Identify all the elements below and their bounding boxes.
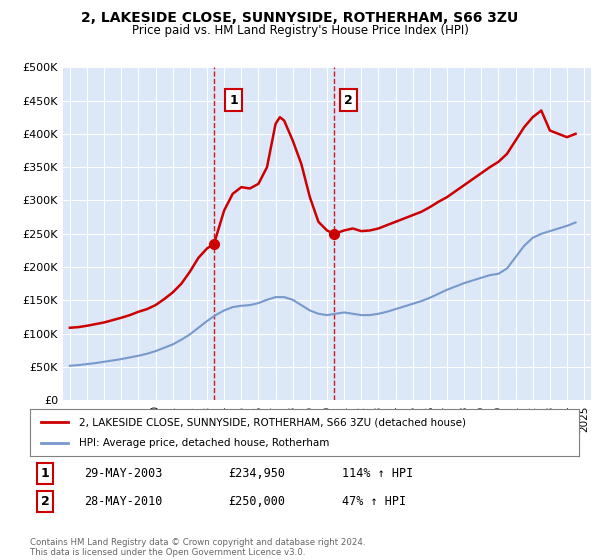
Text: HPI: Average price, detached house, Rotherham: HPI: Average price, detached house, Roth…	[79, 438, 330, 448]
Text: 47% ↑ HPI: 47% ↑ HPI	[342, 494, 406, 508]
Text: 1: 1	[41, 466, 49, 480]
Text: 2, LAKESIDE CLOSE, SUNNYSIDE, ROTHERHAM, S66 3ZU (detached house): 2, LAKESIDE CLOSE, SUNNYSIDE, ROTHERHAM,…	[79, 417, 466, 427]
Text: £250,000: £250,000	[228, 494, 285, 508]
Text: 2: 2	[41, 494, 49, 508]
Text: 114% ↑ HPI: 114% ↑ HPI	[342, 466, 413, 480]
Text: Price paid vs. HM Land Registry's House Price Index (HPI): Price paid vs. HM Land Registry's House …	[131, 24, 469, 36]
Text: 29-MAY-2003: 29-MAY-2003	[84, 466, 163, 480]
Text: 2, LAKESIDE CLOSE, SUNNYSIDE, ROTHERHAM, S66 3ZU: 2, LAKESIDE CLOSE, SUNNYSIDE, ROTHERHAM,…	[82, 11, 518, 25]
Text: £234,950: £234,950	[228, 466, 285, 480]
Text: 2: 2	[344, 94, 353, 107]
Text: Contains HM Land Registry data © Crown copyright and database right 2024.
This d: Contains HM Land Registry data © Crown c…	[30, 538, 365, 557]
Text: 28-MAY-2010: 28-MAY-2010	[84, 494, 163, 508]
Text: 1: 1	[229, 94, 238, 107]
